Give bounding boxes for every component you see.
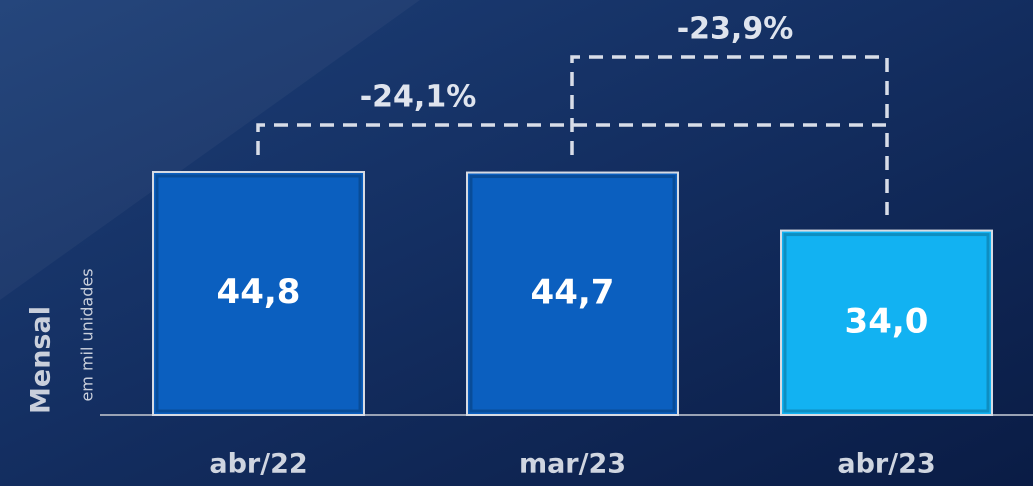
axis-sublabel: em mil unidades <box>78 268 97 401</box>
x-tick-label: abr/22 <box>209 449 307 480</box>
axis-label: Mensal <box>26 306 57 414</box>
bar-bevel <box>155 174 362 413</box>
bar-bevel <box>783 233 990 413</box>
bar <box>466 171 679 416</box>
x-tick-label: abr/23 <box>837 449 935 480</box>
bar <box>152 171 365 416</box>
bracket-2 <box>570 55 889 155</box>
bar <box>780 229 993 416</box>
bracket-lines <box>256 55 889 215</box>
x-tick-label: mar/23 <box>519 449 626 480</box>
annotation: -24,1% <box>360 80 477 115</box>
annotation: -23,9% <box>677 12 794 47</box>
value-label: 34,0 <box>845 301 929 341</box>
background-shade <box>0 0 420 300</box>
bar-bevel <box>469 175 676 413</box>
value-label: 44,7 <box>531 272 615 312</box>
bracket-1 <box>256 123 889 215</box>
value-label: 44,8 <box>217 272 301 312</box>
